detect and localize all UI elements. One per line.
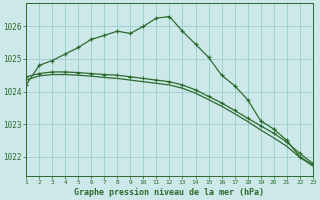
X-axis label: Graphe pression niveau de la mer (hPa): Graphe pression niveau de la mer (hPa) [75,188,264,197]
